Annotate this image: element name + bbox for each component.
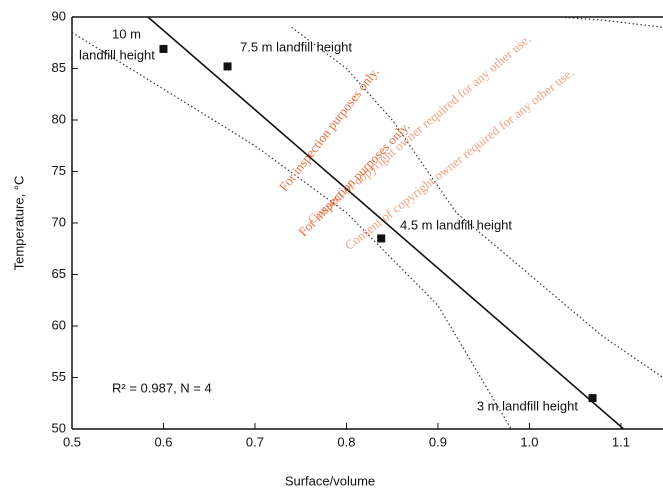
y-tick-label: 80 xyxy=(52,111,66,126)
plot-area xyxy=(72,17,663,429)
data-point xyxy=(588,394,597,403)
annotation: 7.5 m landfill height xyxy=(240,39,352,54)
x-tick-label: 0.8 xyxy=(337,434,355,449)
y-tick-label: 70 xyxy=(52,214,66,229)
x-tick-label: 0.6 xyxy=(154,434,172,449)
x-tick-label: 1.0 xyxy=(520,434,538,449)
x-axis-label: Surface/volume xyxy=(285,473,375,488)
dotted-curve xyxy=(556,17,663,28)
fit-line xyxy=(147,17,625,429)
x-tick-label: 0.5 xyxy=(63,434,81,449)
annotation: 10 m xyxy=(112,26,141,41)
y-tick-label: 75 xyxy=(52,163,66,178)
y-axis-label: Temperature, °C xyxy=(11,176,26,271)
annotation: 3 m landfill height xyxy=(477,398,579,413)
annotation: R² = 0.987, N = 4 xyxy=(112,380,212,395)
annotation: landfill height xyxy=(79,47,155,62)
y-tick-label: 65 xyxy=(52,266,66,281)
annotation: 4.5 m landfill height xyxy=(400,217,512,232)
y-tick-label: 90 xyxy=(52,8,66,23)
data-point xyxy=(159,44,168,53)
x-tick-label: 1.1 xyxy=(612,434,630,449)
y-tick-label: 50 xyxy=(52,420,66,435)
data-point xyxy=(377,234,386,243)
x-tick-label: 0.7 xyxy=(246,434,264,449)
data-point xyxy=(223,62,232,71)
y-tick-label: 85 xyxy=(52,60,66,75)
x-tick-label: 0.9 xyxy=(429,434,447,449)
y-tick-label: 60 xyxy=(52,317,66,332)
dotted-curve xyxy=(291,26,663,378)
y-tick-label: 55 xyxy=(52,369,66,384)
